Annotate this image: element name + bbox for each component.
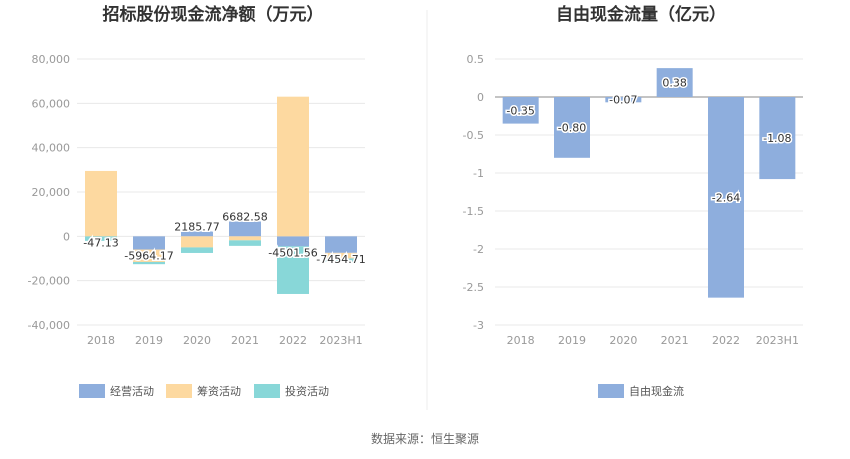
y-tick-label: -3	[473, 319, 484, 332]
bar-operating	[325, 236, 357, 253]
legend-label-free-cash-flow: 自由现金流	[629, 384, 684, 398]
data-label: -5964.17	[124, 250, 173, 263]
x-tick-label: 2023H1	[319, 334, 362, 347]
legend-swatch-investing	[254, 384, 280, 398]
data-label: -2.64	[712, 191, 740, 204]
right-legend: 自由现金流	[598, 384, 684, 398]
data-label: -1.08	[763, 132, 791, 145]
x-tick-label: 2021	[661, 334, 689, 347]
x-tick-label: 2018	[87, 334, 115, 347]
left-chart-x-ticks: 2018 2019 2020 2021 2022 2023H1	[87, 334, 363, 347]
left-chart-bars	[85, 96, 357, 294]
bar-free-cash-flow	[656, 68, 693, 97]
y-tick-label: 40,000	[32, 142, 71, 155]
bar-investing	[229, 240, 261, 246]
data-label: -0.35	[506, 104, 534, 117]
y-tick-label: -1	[473, 167, 484, 180]
x-tick-label: 2022	[712, 334, 740, 347]
y-tick-label: 0	[477, 91, 484, 104]
bar-investing	[181, 247, 213, 253]
right-chart-grid: 0.5 0 -0.5 -1 -1.5 -2 -2.5 -3	[463, 53, 803, 332]
data-label: 6682.58	[222, 211, 268, 224]
data-label: -0.07	[609, 94, 637, 107]
data-label: -47.13	[83, 236, 118, 249]
legend-label-financing: 筹资活动	[197, 384, 241, 398]
y-tick-label: -2	[473, 243, 484, 256]
left-chart-grid: 80,000 60,000 40,000 20,000 0 -20,000 -40,000	[28, 53, 365, 332]
y-tick-label: 0.5	[467, 53, 485, 66]
bar-investing	[85, 236, 117, 241]
data-label: -7454.71	[316, 253, 365, 266]
y-tick-label: 60,000	[32, 97, 71, 110]
x-tick-label: 2019	[558, 334, 586, 347]
bar-financing	[133, 249, 165, 262]
bar-free-cash-flow	[759, 97, 796, 180]
bar-operating	[229, 221, 261, 237]
x-tick-label: 2023H1	[756, 334, 799, 347]
x-tick-label: 2018	[507, 334, 535, 347]
legend-swatch-free-cash-flow	[598, 384, 624, 398]
y-tick-label: -0.5	[463, 129, 484, 142]
y-tick-label: 80,000	[32, 53, 71, 66]
bar-financing	[85, 170, 117, 237]
bar-free-cash-flow	[605, 97, 642, 103]
bar-free-cash-flow	[554, 97, 590, 158]
legend-swatch-financing	[166, 384, 192, 398]
bar-investing	[277, 246, 309, 294]
bar-operating	[133, 236, 165, 250]
data-source: 数据来源：恒生聚源	[371, 431, 479, 446]
bar-free-cash-flow	[708, 97, 744, 298]
legend-label-investing: 投资活动	[285, 384, 329, 398]
y-tick-label: 20,000	[32, 186, 71, 199]
data-label: 0.38	[662, 77, 687, 90]
right-chart-bars	[502, 68, 796, 298]
x-tick-label: 2019	[135, 334, 163, 347]
y-tick-label: -2.5	[463, 281, 484, 294]
bar-investing	[325, 258, 357, 262]
y-tick-label: -20,000	[28, 275, 70, 288]
left-legend: 经营活动 筹资活动 投资活动	[79, 384, 329, 398]
x-tick-label: 2020	[609, 334, 637, 347]
legend-swatch-operating	[79, 384, 105, 398]
bar-financing	[277, 96, 309, 237]
bar-financing	[325, 252, 357, 259]
right-chart-x-ticks: 2018 2019 2020 2021 2022 2023H1	[507, 334, 799, 347]
bar-operating	[181, 231, 213, 237]
y-tick-label: -1.5	[463, 205, 484, 218]
y-tick-label: -40,000	[28, 319, 70, 332]
bar-operating	[277, 236, 309, 247]
bar-investing	[133, 261, 165, 265]
x-tick-label: 2021	[231, 334, 259, 347]
y-tick-label: 0	[63, 230, 70, 243]
bar-financing	[229, 236, 261, 241]
bar-free-cash-flow	[502, 97, 539, 124]
right-chart-data-labels: -0.35 -0.80 -0.07 0.38 -2.64 -1.08	[505, 75, 793, 206]
left-chart-title: 招标股份现金流净额（万元）	[103, 4, 324, 25]
data-label: -0.80	[558, 121, 586, 134]
data-label: 2185.77	[174, 220, 220, 233]
x-tick-label: 2020	[183, 334, 211, 347]
x-tick-label: 2022	[279, 334, 307, 347]
legend-label-operating: 经营活动	[110, 384, 154, 398]
bar-financing	[181, 236, 213, 248]
right-chart-title: 自由现金流量（亿元）	[556, 4, 726, 25]
data-label: -4501.56	[268, 246, 317, 259]
